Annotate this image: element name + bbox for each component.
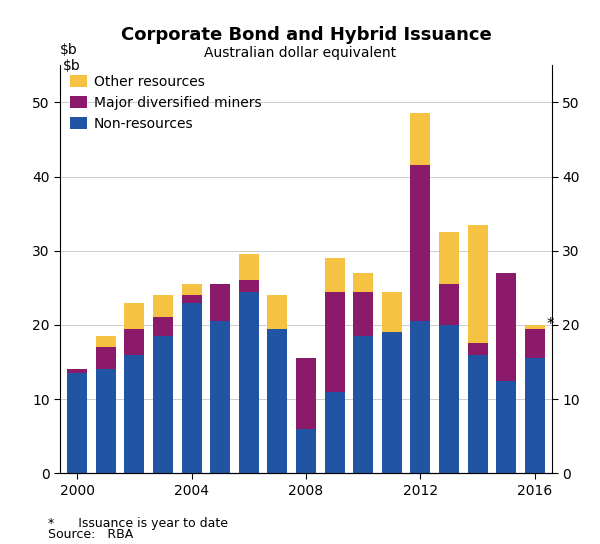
Bar xyxy=(96,336,116,347)
Bar xyxy=(382,292,402,332)
Bar xyxy=(182,284,202,295)
Bar xyxy=(325,392,344,473)
Bar xyxy=(467,355,488,473)
Bar xyxy=(410,165,430,321)
Bar xyxy=(182,302,202,473)
Bar xyxy=(96,369,116,473)
Bar xyxy=(525,358,545,473)
Title: Corporate Bond and Hybrid Issuance: Corporate Bond and Hybrid Issuance xyxy=(121,26,491,44)
Bar xyxy=(353,273,373,292)
Bar xyxy=(325,258,344,292)
Bar xyxy=(268,329,287,473)
Bar xyxy=(153,295,173,318)
Bar xyxy=(296,358,316,429)
Bar xyxy=(268,295,287,329)
Bar xyxy=(467,343,488,355)
Bar xyxy=(96,347,116,369)
Bar xyxy=(67,373,87,473)
Bar xyxy=(239,255,259,280)
Text: *: * xyxy=(547,317,554,332)
Bar xyxy=(439,325,459,473)
Bar xyxy=(382,332,402,473)
Bar xyxy=(182,295,202,302)
Bar xyxy=(410,321,430,473)
Text: Australian dollar equivalent: Australian dollar equivalent xyxy=(204,46,396,60)
Bar xyxy=(439,284,459,325)
Bar xyxy=(210,284,230,321)
Bar xyxy=(353,336,373,473)
Bar xyxy=(325,292,344,392)
Bar xyxy=(496,273,516,381)
Bar xyxy=(124,329,145,355)
Bar xyxy=(210,321,230,473)
Bar xyxy=(467,225,488,343)
Legend: Other resources, Major diversified miners, Non-resources: Other resources, Major diversified miner… xyxy=(65,70,267,137)
Bar xyxy=(239,292,259,473)
Bar xyxy=(153,336,173,473)
Text: $b: $b xyxy=(63,59,80,73)
Bar xyxy=(410,114,430,165)
Bar xyxy=(496,381,516,473)
Text: Source:   RBA: Source: RBA xyxy=(48,528,133,541)
Bar xyxy=(124,355,145,473)
Bar xyxy=(439,232,459,284)
Bar xyxy=(525,329,545,358)
Bar xyxy=(239,280,259,292)
Bar xyxy=(353,292,373,336)
Bar xyxy=(525,325,545,329)
Bar xyxy=(124,302,145,329)
Bar xyxy=(67,369,87,373)
Bar xyxy=(296,429,316,473)
Bar xyxy=(153,318,173,336)
Text: *      Issuance is year to date: * Issuance is year to date xyxy=(48,517,228,530)
Text: $b: $b xyxy=(60,43,78,57)
